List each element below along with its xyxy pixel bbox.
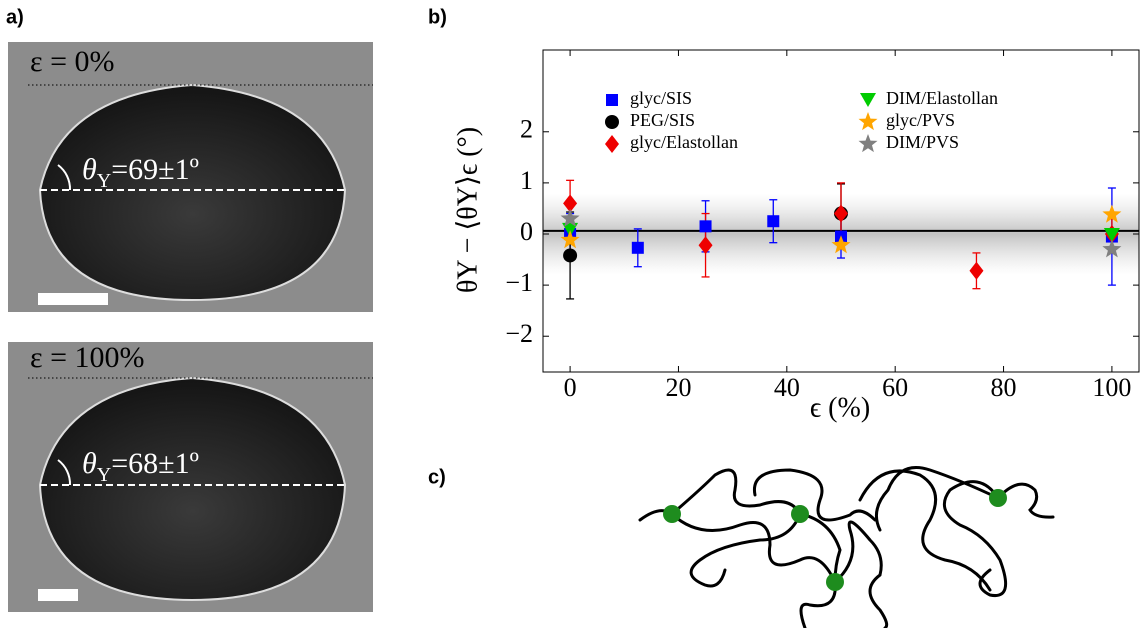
marker bbox=[698, 236, 713, 255]
x-tick-label: 80 bbox=[991, 373, 1017, 402]
x-tick-label: 40 bbox=[774, 373, 800, 402]
x-tick-label: 100 bbox=[1092, 373, 1131, 402]
marker bbox=[560, 230, 580, 249]
marker bbox=[562, 222, 579, 237]
legend-label: PEG/SIS bbox=[630, 110, 695, 130]
marker bbox=[563, 194, 578, 213]
marker bbox=[699, 220, 712, 233]
legend-label: DIM/PVS bbox=[886, 132, 959, 152]
angle-subscript: Y bbox=[97, 170, 111, 192]
strain-label: ε = 0% bbox=[30, 45, 115, 78]
angle-value: =68±1º bbox=[111, 447, 199, 480]
y-tick-label: 0 bbox=[520, 217, 533, 246]
legend-marker bbox=[858, 112, 878, 131]
marker bbox=[969, 261, 984, 280]
y-tick-label: 1 bbox=[520, 166, 533, 195]
legend-marker bbox=[605, 135, 619, 153]
marker bbox=[834, 204, 848, 223]
strain-label: ε = 100% bbox=[30, 341, 145, 374]
angle-value: =69±1º bbox=[111, 153, 199, 186]
angle-label: θY=69±1º bbox=[82, 153, 199, 192]
legend-marker bbox=[860, 93, 876, 107]
legend-label: glyc/SIS bbox=[630, 88, 692, 108]
legend-label: glyc/Elastollan bbox=[630, 132, 738, 152]
marker bbox=[1103, 228, 1120, 243]
marker bbox=[631, 241, 644, 254]
angle-symbol: θ bbox=[82, 153, 97, 186]
y-axis-label: θY − ⟨θY⟩ϵ (°) bbox=[452, 127, 483, 293]
angle-label: θY=68±1º bbox=[82, 447, 199, 486]
legend-marker bbox=[606, 94, 618, 106]
panel-label: b) bbox=[428, 6, 447, 28]
photo bbox=[8, 42, 373, 312]
x-tick-label: 0 bbox=[564, 373, 577, 402]
legend-label: glyc/PVS bbox=[886, 110, 955, 130]
legend-label: DIM/Elastollan bbox=[886, 88, 998, 108]
photo bbox=[8, 342, 373, 612]
plot: 0 20 40 60 80 100 −2 −1 0 1 2 glyc/SISPEG/SISglyc/E… bbox=[505, 49, 1140, 402]
angle-subscript: Y bbox=[97, 464, 111, 486]
marker bbox=[831, 235, 851, 254]
x-axis-label: ϵ (%) bbox=[810, 392, 870, 423]
angle-symbol: θ bbox=[82, 447, 97, 480]
marker bbox=[560, 208, 580, 227]
marker bbox=[767, 215, 780, 228]
legend-marker bbox=[605, 115, 619, 129]
y-tick-label: −2 bbox=[505, 319, 533, 348]
y-tick-label: 2 bbox=[520, 115, 533, 144]
plot-frame bbox=[542, 49, 1140, 373]
marker bbox=[1102, 204, 1122, 223]
marker bbox=[1102, 239, 1122, 258]
x-tick-label: 20 bbox=[665, 373, 691, 402]
panel-label: c) bbox=[428, 466, 446, 488]
polymer-diagram bbox=[638, 466, 1055, 630]
marker bbox=[563, 248, 578, 263]
panel-label: a) bbox=[6, 6, 24, 28]
x-tick-label: 60 bbox=[882, 373, 908, 402]
legend-marker bbox=[858, 134, 878, 153]
y-tick-label: −1 bbox=[505, 268, 533, 297]
